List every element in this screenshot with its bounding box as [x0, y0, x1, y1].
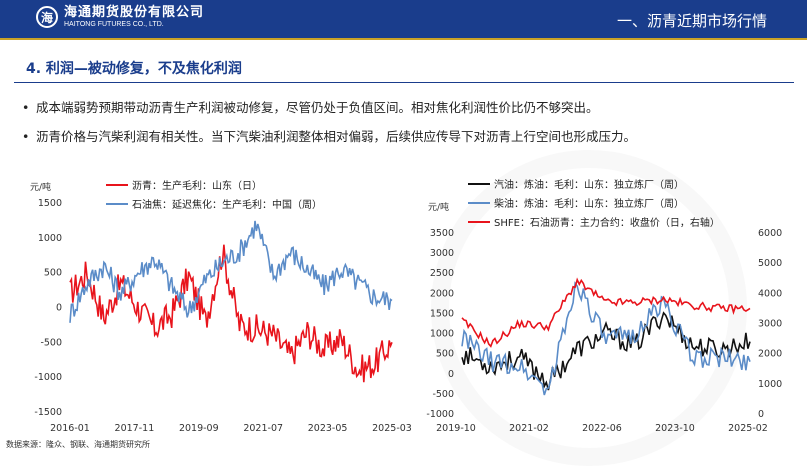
y-tick-label-left: 1000	[430, 329, 454, 340]
logo-chinese-name: 海通期货股份有限公司	[64, 5, 205, 20]
y-tick-label: -1000	[34, 372, 62, 383]
header-bar: 海 海通期货股份有限公司 HAITONG FUTURES CO., LTD. 一…	[0, 0, 807, 38]
left-chart: 1500 1000 500 0 -500 -1000 -1500 2016-01 2017-11…	[34, 198, 412, 434]
y-tick-label-left: 3000	[430, 248, 454, 259]
x-tick-label: 2021-07	[243, 423, 283, 434]
series-line	[461, 277, 751, 348]
legend-item: SHFE：石油沥青：主力合约：收盘价（日，右轴）	[468, 214, 720, 229]
y-tick-label-left: 3500	[430, 228, 454, 239]
section-title: 一、沥青近期市场行情	[616, 12, 767, 30]
y-tick-label-left: 500	[436, 349, 454, 360]
company-logo: 海 海通期货股份有限公司 HAITONG FUTURES CO., LTD.	[36, 6, 204, 28]
y-tick-label-left: 1500	[430, 308, 454, 319]
legend-item: 石油焦：延迟焦化：生产毛利：中国（周）	[106, 196, 322, 211]
y-tick-label: -500	[40, 337, 62, 348]
x-tick-label: 2019-09	[179, 423, 219, 434]
y-tick-label-right: 2000	[758, 349, 782, 360]
y-tick-label: 0	[56, 303, 62, 314]
x-tick-label: 2021-02	[509, 423, 549, 434]
bullet-text: 成本端弱势预期带动沥青生产利润被动修复，尽管仍处于负值区间。相对焦化利润性价比仍…	[36, 100, 599, 115]
legend-item: 沥青：生产毛利：山东（日）	[106, 177, 262, 192]
series-line	[69, 244, 393, 383]
x-tick-label: 2019-10	[436, 423, 476, 434]
bullet-text: 沥青价格与汽柴利润有相关性。当下汽柴油利润整体相对偏弱，后续供应传导下对沥青上行…	[36, 129, 637, 144]
x-tick-label: 2016-01	[50, 423, 90, 434]
x-tick-label: 2023-05	[308, 423, 348, 434]
logo-icon: 海	[36, 6, 58, 28]
logo-english-name: HAITONG FUTURES CO., LTD.	[64, 21, 164, 28]
y-tick-label: 1000	[38, 233, 62, 244]
y-tick-label: 1500	[38, 198, 62, 209]
y-tick-label-right: 4000	[758, 288, 782, 299]
right-chart: 3500300025002000150010005000-500-1000600…	[426, 228, 782, 434]
y-tick-label-right: 5000	[758, 258, 782, 269]
x-tick-label: 2025-03	[372, 423, 412, 434]
bullet-dot-icon: •	[22, 100, 30, 115]
legend-item: 柴油：炼油：毛利：山东：独立炼厂（周）	[468, 195, 684, 210]
heading-divider	[14, 82, 794, 83]
bullet-dot-icon: •	[22, 129, 30, 144]
legend-item: 汽油：炼油：毛利：山东：独立炼厂（周）	[468, 176, 684, 191]
legend-label: 沥青：生产毛利：山东（日）	[132, 181, 262, 192]
x-tick-label: 2017-11	[115, 423, 155, 434]
legend-swatch	[468, 182, 490, 185]
y-tick-label-left: 2000	[430, 288, 454, 299]
legend-label: 柴油：炼油：毛利：山东：独立炼厂（周）	[494, 199, 684, 210]
legend-label: 汽油：炼油：毛利：山东：独立炼厂（周）	[494, 180, 684, 191]
legend-label: SHFE：石油沥青：主力合约：收盘价（日，右轴）	[494, 218, 720, 229]
series-line	[69, 220, 393, 323]
bullet-point: • 成本端弱势预期带动沥青生产利润被动修复，尽管仍处于负值区间。相对焦化利润性价比…	[22, 97, 599, 116]
legend-swatch	[106, 183, 128, 186]
y-tick-label-right: 1000	[758, 379, 782, 390]
y-tick-label-right: 0	[758, 409, 764, 420]
y-tick-label-left: -500	[432, 389, 454, 400]
x-tick-label: 2022-06	[582, 423, 622, 434]
x-tick-label: 2025-02	[728, 423, 768, 434]
left-chart-unit: 元/吨	[30, 183, 52, 193]
slide-heading: 4. 利润—被动修复，不及焦化利润	[26, 61, 242, 77]
y-tick-label-left: -1000	[426, 409, 454, 420]
bullet-point: • 沥青价格与汽柴利润有相关性。当下汽柴油利润整体相对偏弱，后续供应传导下对沥青上…	[22, 126, 636, 145]
data-source-note: 数据来源：隆众、钢联、海通期货研究所	[6, 440, 150, 449]
legend-label: 石油焦：延迟焦化：生产毛利：中国（周）	[132, 200, 322, 211]
series-line	[461, 281, 751, 396]
series-line	[461, 311, 751, 391]
legend-swatch	[106, 202, 128, 205]
x-tick-label: 2023-10	[655, 423, 695, 434]
y-tick-label: -1500	[34, 407, 62, 418]
y-tick-label-left: 0	[448, 369, 454, 380]
y-tick-label-right: 6000	[758, 228, 782, 239]
legend-swatch	[468, 201, 490, 204]
y-tick-label-right: 3000	[758, 319, 782, 330]
y-tick-label: 500	[44, 268, 62, 279]
legend-swatch	[468, 220, 490, 223]
right-chart-unit: 元/吨	[428, 203, 450, 213]
header-accent-line	[0, 38, 807, 40]
y-tick-label-left: 2500	[430, 268, 454, 279]
